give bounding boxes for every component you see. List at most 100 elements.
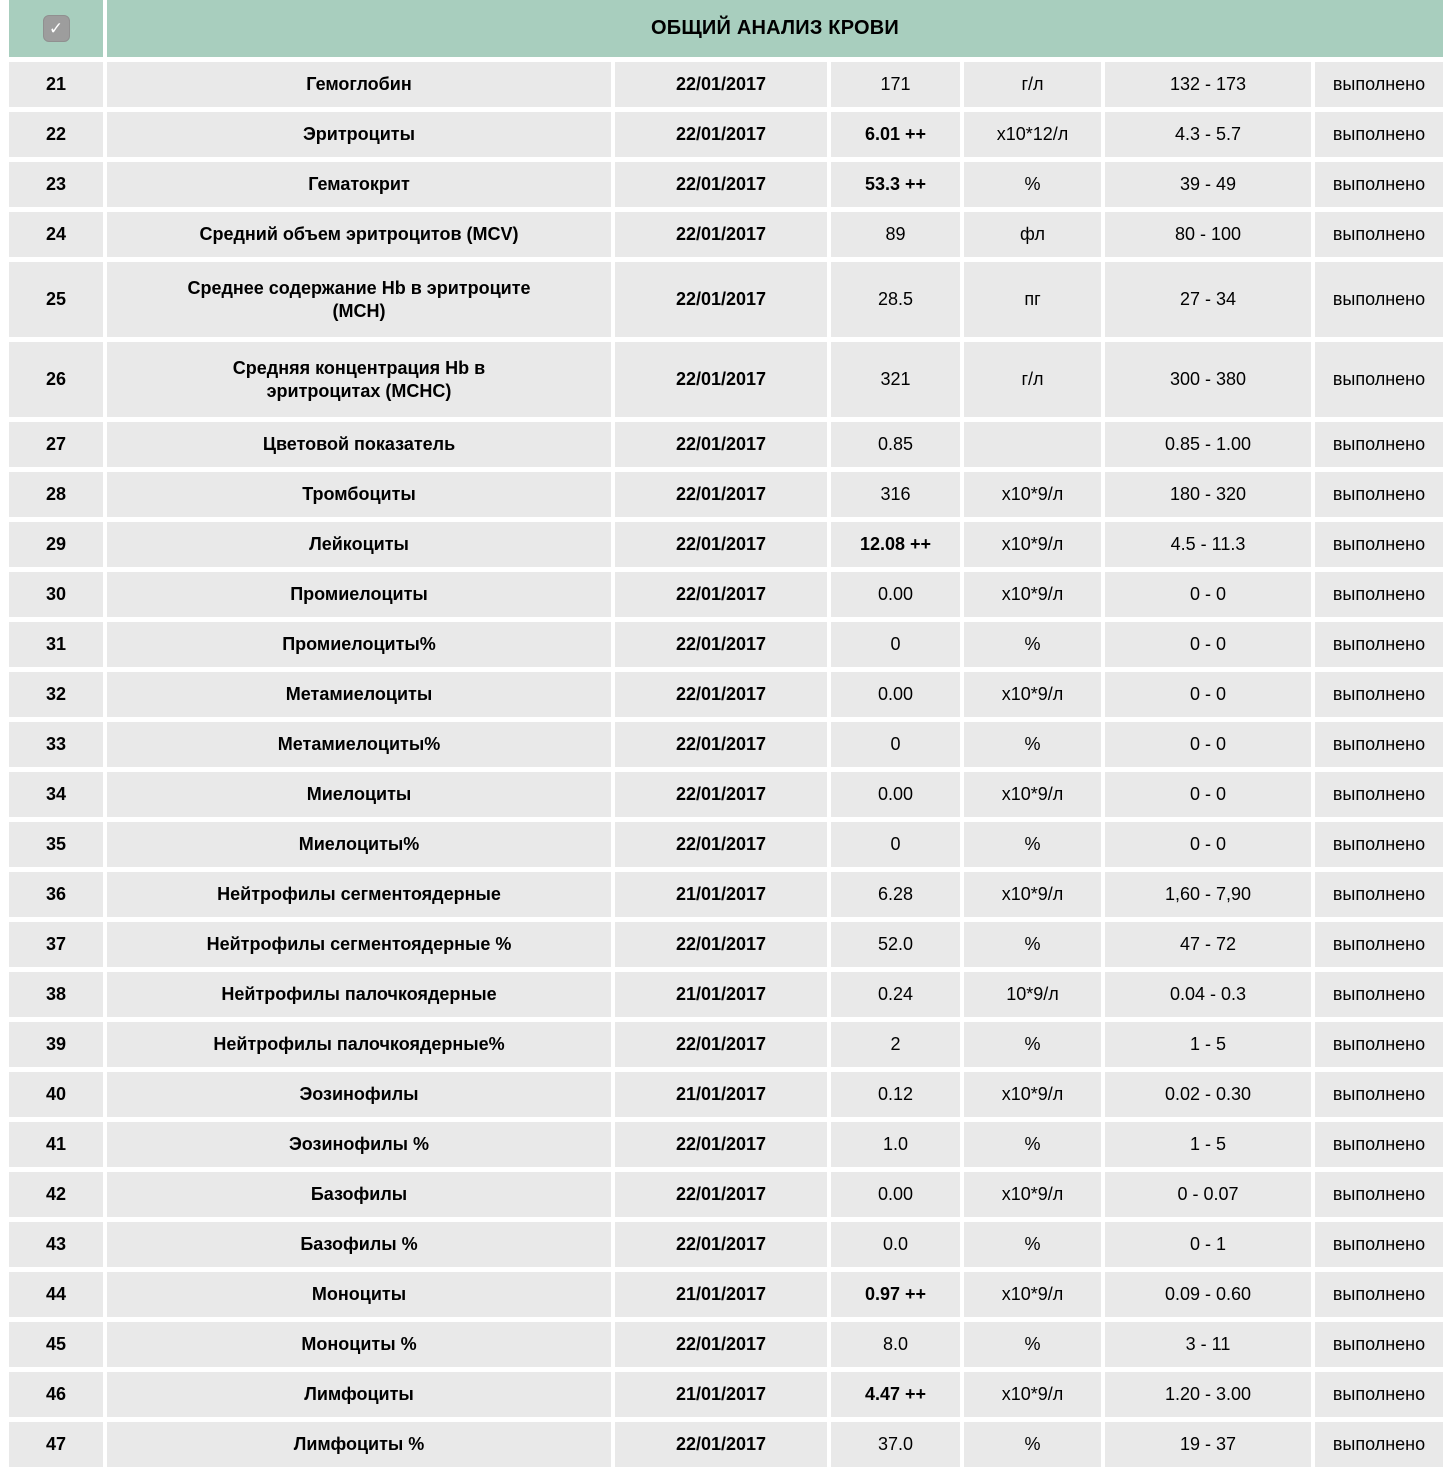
test-unit: х10*9/л [964,672,1101,717]
test-date: 22/01/2017 [615,1022,827,1067]
table-row: 27 Цветовой показатель 22/01/2017 0.85 0.85 … [9,422,1443,467]
test-unit: 10*9/л [964,972,1101,1017]
test-date: 21/01/2017 [615,1272,827,1317]
test-value: 0.00 [831,1172,960,1217]
row-number: 31 [9,622,103,667]
row-number: 47 [9,1422,103,1467]
status-label: выполнено [1315,472,1443,517]
status-label: выполнено [1315,772,1443,817]
reference-range: 4.5 - 11.3 [1105,522,1311,567]
test-date: 22/01/2017 [615,1422,827,1467]
reference-range: 1,60 - 7,90 [1105,872,1311,917]
reference-range: 0 - 0 [1105,722,1311,767]
test-value: 52.0 [831,922,960,967]
status-label: выполнено [1315,1322,1443,1367]
table-row: 37 Нейтрофилы сегментоядерные % 22/01/2017… [9,922,1443,967]
test-value: 0 [831,622,960,667]
test-name: Промиелоциты [107,572,611,617]
status-label: выполнено [1315,922,1443,967]
row-number: 40 [9,1072,103,1117]
row-number: 23 [9,162,103,207]
table-row: 24 Средний объем эритроцитов (MCV) 22/01/2… [9,212,1443,257]
test-date: 22/01/2017 [615,422,827,467]
reference-range: 0 - 0 [1105,772,1311,817]
status-label: выполнено [1315,1122,1443,1167]
status-label: выполнено [1315,722,1443,767]
test-name: Средний объем эритроцитов (MCV) [107,212,611,257]
reference-range: 0 - 0.07 [1105,1172,1311,1217]
test-unit: х10*9/л [964,1372,1101,1417]
test-value: 6.28 [831,872,960,917]
test-value: 0.24 [831,972,960,1017]
select-all-checkbox[interactable]: ✓ [42,15,70,42]
reference-range: 132 - 173 [1105,62,1311,107]
table-row: 28 Тромбоциты 22/01/2017 316 х10*9/л 180 - 32… [9,472,1443,517]
table-row: 42 Базофилы 22/01/2017 0.00 х10*9/л 0 - 0.07 в… [9,1172,1443,1217]
test-value: 37.0 [831,1422,960,1467]
table-row: 32 Метамиелоциты 22/01/2017 0.00 х10*9/л 0 - … [9,672,1443,717]
test-value: 12.08 ++ [831,522,960,567]
test-name: Средняя концентрация Hb в эритроцитах (M… [107,342,611,417]
test-name: Тромбоциты [107,472,611,517]
status-label: выполнено [1315,162,1443,207]
test-name: Миелоциты% [107,822,611,867]
test-value: 0.0 [831,1222,960,1267]
table-row: 26 Средняя концентрация Hb в эритроцитах … [9,342,1443,417]
test-date: 22/01/2017 [615,1172,827,1217]
status-label: выполнено [1315,522,1443,567]
test-unit: х10*9/л [964,572,1101,617]
test-unit [964,422,1101,467]
test-unit: г/л [964,62,1101,107]
test-date: 22/01/2017 [615,822,827,867]
test-unit: % [964,1222,1101,1267]
row-number: 45 [9,1322,103,1367]
test-name: Метамиелоциты [107,672,611,717]
status-label: выполнено [1315,1422,1443,1467]
test-unit: % [964,722,1101,767]
test-name: Эозинофилы [107,1072,611,1117]
status-label: выполнено [1315,622,1443,667]
test-value: 0.12 [831,1072,960,1117]
reference-range: 0.02 - 0.30 [1105,1072,1311,1117]
reference-range: 180 - 320 [1105,472,1311,517]
test-date: 22/01/2017 [615,112,827,157]
test-value: 53.3 ++ [831,162,960,207]
test-value: 0.85 [831,422,960,467]
test-date: 22/01/2017 [615,472,827,517]
table-row: 44 Моноциты 21/01/2017 0.97 ++ х10*9/л 0.09 -… [9,1272,1443,1317]
row-number: 33 [9,722,103,767]
status-label: выполнено [1315,262,1443,337]
status-label: выполнено [1315,822,1443,867]
test-date: 22/01/2017 [615,212,827,257]
test-name: Моноциты [107,1272,611,1317]
test-name: Базофилы [107,1172,611,1217]
status-label: выполнено [1315,972,1443,1017]
test-date: 22/01/2017 [615,1222,827,1267]
row-number: 21 [9,62,103,107]
reference-range: 1 - 5 [1105,1022,1311,1067]
row-number: 36 [9,872,103,917]
test-name: Нейтрофилы сегментоядерные % [107,922,611,967]
reference-range: 0.85 - 1.00 [1105,422,1311,467]
test-name: Нейтрофилы палочкоядерные [107,972,611,1017]
test-name: Лейкоциты [107,522,611,567]
test-value: 0 [831,722,960,767]
status-label: выполнено [1315,672,1443,717]
test-date: 22/01/2017 [615,772,827,817]
test-date: 22/01/2017 [615,262,827,337]
test-unit: % [964,1122,1101,1167]
test-name: Миелоциты [107,772,611,817]
reference-range: 80 - 100 [1105,212,1311,257]
test-value: 316 [831,472,960,517]
reference-range: 27 - 34 [1105,262,1311,337]
test-date: 22/01/2017 [615,1122,827,1167]
test-value: 321 [831,342,960,417]
reference-range: 1 - 5 [1105,1122,1311,1167]
test-name: Гемоглобин [107,62,611,107]
status-label: выполнено [1315,1172,1443,1217]
test-value: 28.5 [831,262,960,337]
status-label: выполнено [1315,1372,1443,1417]
status-label: выполнено [1315,1272,1443,1317]
reference-range: 0.04 - 0.3 [1105,972,1311,1017]
reference-range: 0 - 0 [1105,672,1311,717]
